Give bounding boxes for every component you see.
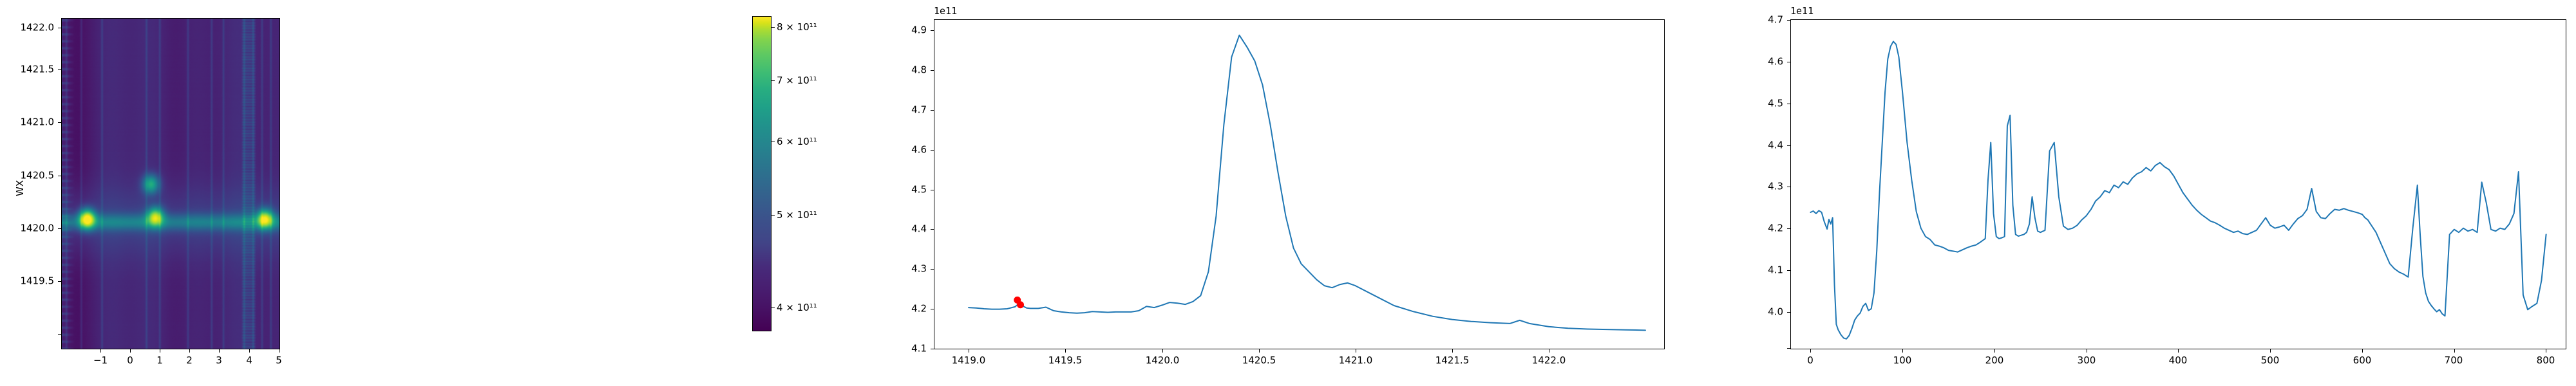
series-line-0 [968, 34, 1646, 331]
spectrum-ytick-label-42: 4.2 [911, 302, 927, 315]
colorbar [752, 16, 772, 331]
spectrum-ytick-label-47: 4.7 [911, 104, 927, 116]
spectrum-xtick-label-14200: 1420.0 [1145, 354, 1180, 366]
spectrum-xtick-label-14195: 1419.5 [1048, 354, 1083, 366]
timeseries-ytick-label-47: 4.7 [1768, 14, 1783, 26]
colorbar-tick-label-7e11: 7 × 10¹¹ [777, 75, 817, 86]
timeseries-y-offset-text: 1e11 [1790, 5, 1814, 17]
spectrum-ytick-label-49: 4.9 [911, 24, 927, 36]
spectrum-axes-frame [934, 19, 1665, 349]
panel-integrated-spectrum: 1e11 4.9 4.8 4.7 4.6 4.5 4.4 4.3 4.2 4.1 [863, 0, 1713, 386]
colorbar-tick-label-8e11: 8 × 10¹¹ [777, 21, 817, 33]
timeseries-ytick-label-43: 4.3 [1768, 180, 1783, 192]
colorbar-tick-label-4e11: 4 × 10¹¹ [777, 302, 817, 313]
spectrum-xtick-label-14190: 1419.0 [951, 354, 986, 366]
heatmap-ytick-label-1420: 1420.0 [20, 222, 55, 234]
timeseries-xtick-label-200: 200 [1985, 354, 2004, 366]
heatmap-xtick-label-0: 0 [127, 354, 133, 366]
spectrum-xtick-label-14215: 1421.5 [1435, 354, 1470, 366]
heatmap-axes-frame [61, 18, 280, 349]
timeseries-xtick-label-100: 100 [1893, 354, 1912, 366]
timeseries-xtick-label-0: 0 [1807, 354, 1814, 366]
colorbar-tick-label-5e11: 5 × 10¹¹ [777, 209, 817, 221]
spectrum-xtick-label-14205: 1420.5 [1242, 354, 1276, 366]
spectrum-ytick-label-44: 4.4 [911, 223, 927, 235]
timeseries-xtick-label-400: 400 [2168, 354, 2188, 366]
heatmap-xtick-label-2: 2 [186, 354, 193, 366]
heatmap-canvas [61, 18, 280, 349]
panel-time-series: 1e11 4.7 4.6 4.5 4.4 4.3 4.2 4.1 4.0 [1713, 0, 2576, 386]
heatmap-ylabel: WX [14, 179, 26, 196]
series-line-0 [1810, 41, 2547, 340]
spectrum-plot [968, 34, 1646, 331]
spectrum-ytick-label-48: 4.8 [911, 64, 927, 76]
heatmap-ytick-label-1421: 1421.0 [20, 116, 55, 128]
timeseries-ytick-label-40: 4.0 [1768, 306, 1783, 318]
spectrum-ytick-label-43: 4.3 [911, 262, 927, 275]
colorbar-tick-label-6e11: 6 × 10¹¹ [777, 136, 817, 147]
timeseries-ytick-label-46: 4.6 [1768, 55, 1783, 68]
spectrum-ytick-label-46: 4.6 [911, 143, 927, 156]
heatmap-xtick-label-5: 5 [276, 354, 282, 366]
panel-dynamic-spectrum: 1422.0 1421.5 1421.0 1420.5 1420.0 1419.… [0, 0, 863, 386]
heatmap-xtick-label-1: 1 [156, 354, 163, 366]
spectrum-ytick-label-45: 4.5 [911, 183, 927, 195]
timeseries-ytick-label-41: 4.1 [1768, 264, 1783, 276]
heatmap-ytick-label-1422: 1422.0 [20, 21, 55, 33]
heatmap-image [61, 18, 280, 349]
heatmap-xtick-label-m1: −1 [93, 354, 108, 366]
timeseries-xtick-label-700: 700 [2444, 354, 2463, 366]
heatmap-ytick-label-14215: 1421.5 [20, 63, 55, 75]
spectrum-y-offset-text: 1e11 [934, 5, 958, 17]
heatmap-ytick-label-14205: 1420.5 [20, 169, 55, 181]
timeseries-ytick-label-44: 4.4 [1768, 139, 1783, 151]
heatmap-ytick-mark-2 [58, 69, 61, 71]
spectrum-xtick-label-14220: 1422.0 [1531, 354, 1566, 366]
heatmap-ytick-label-14195: 1419.5 [20, 275, 55, 287]
timeseries-xtick-label-500: 500 [2260, 354, 2280, 366]
heatmap-xtick-label-4: 4 [246, 354, 252, 366]
spectrum-xtick-label-14210: 1421.0 [1338, 354, 1373, 366]
timeseries-xtick-label-600: 600 [2353, 354, 2372, 366]
peak-marker-1 [1017, 301, 1025, 309]
timeseries-ytick-label-42: 4.2 [1768, 222, 1783, 234]
timeseries-plot [1810, 41, 2547, 340]
timeseries-xtick-label-300: 300 [2077, 354, 2096, 366]
spectrum-ytick-label-41: 4.1 [911, 342, 927, 354]
heatmap-xtick-label-3: 3 [216, 354, 222, 366]
timeseries-ytick-label-45: 4.5 [1768, 97, 1783, 109]
timeseries-xtick-label-800: 800 [2536, 354, 2555, 366]
